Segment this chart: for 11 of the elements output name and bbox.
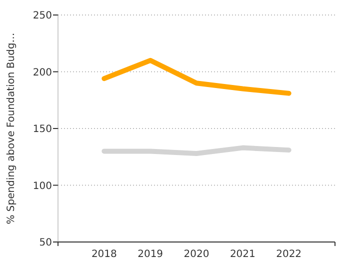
x-tick-label: 2022 [276, 249, 302, 260]
x-tick-label: 2021 [230, 249, 256, 260]
y-tick-label: 150 [32, 124, 52, 135]
y-axis-title: % Spending above Foundation Budg… [6, 32, 17, 224]
x-tick-label: 2018 [91, 249, 117, 260]
y-tick-label: 50 [39, 238, 52, 248]
y-tick-label: 250 [32, 10, 52, 22]
x-tick-label: 2019 [138, 249, 164, 260]
y-tick-label: 100 [32, 180, 52, 192]
y-tick-label: 200 [32, 67, 52, 78]
x-tick-label: 2020 [184, 249, 210, 260]
